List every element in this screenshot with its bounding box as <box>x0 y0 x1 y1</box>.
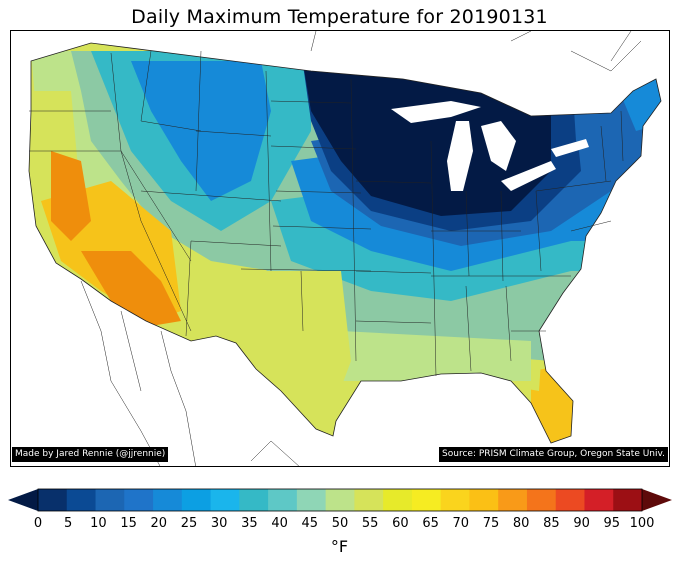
colorbar-units: °F <box>330 537 349 556</box>
colorbar <box>8 488 672 512</box>
colorbar-segment <box>95 489 125 511</box>
colorbar-tick-label: 70 <box>452 516 470 531</box>
colorbar-segment <box>325 489 355 511</box>
colorbar-segment <box>210 489 240 511</box>
colorbar-tick-label: 35 <box>241 516 258 531</box>
colorbar-segment <box>613 489 643 511</box>
colorbar-segment <box>411 489 442 511</box>
colorbar-tick-label: 10 <box>90 516 107 531</box>
colorbar-tick-label: 45 <box>301 516 319 531</box>
colorbar-tick-label: 65 <box>422 516 439 531</box>
colorbar-segment <box>181 489 212 511</box>
colorbar-tick-label: 80 <box>512 516 530 531</box>
colorbar-segment <box>124 489 154 511</box>
colorbar-tick-label: 55 <box>361 516 379 531</box>
colorbar-segment <box>526 489 557 511</box>
colorbar-tick-label: 30 <box>210 516 228 531</box>
colorbar-segment <box>66 489 97 511</box>
colorbar-tick-label: 100 <box>629 516 655 531</box>
colorbar-segment <box>354 489 384 511</box>
colorbar-segment <box>498 489 528 511</box>
colorbar-tick-label: 5 <box>64 516 73 531</box>
colorbar-segment <box>296 489 327 511</box>
colorbar-segment <box>555 489 585 511</box>
colorbar-tick-label: 85 <box>543 516 560 531</box>
colorbar-tick-label: 95 <box>603 516 621 531</box>
colorbar-tick-label: 50 <box>331 516 349 531</box>
colorbar-segment <box>440 489 470 511</box>
chart-title: Daily Maximum Temperature for 20190131 <box>131 6 548 28</box>
map-canvas <box>28 31 662 466</box>
colorbar-over-arrow <box>642 489 672 511</box>
colorbar-segment <box>153 489 183 511</box>
colorbar-under-arrow <box>8 489 38 511</box>
colorbar-segment <box>469 489 499 511</box>
colorbar-segment <box>268 489 298 511</box>
neighbor-borders <box>80 31 642 466</box>
temperature-map: Made by Jared Rennie (@jjrennie) Source:… <box>10 30 670 467</box>
colorbar-tick-label: 60 <box>392 516 409 531</box>
colorbar-tick-label: 90 <box>573 516 590 531</box>
colorbar-tick-label: 20 <box>150 516 168 531</box>
author-credit: Made by Jared Rennie (@jjrennie) <box>12 447 169 462</box>
colorbar-tick-label: 15 <box>120 516 137 531</box>
colorbar-segment <box>239 489 269 511</box>
colorbar-segment <box>383 489 413 511</box>
colorbar-tick-label: 0 <box>33 516 43 531</box>
colorbar-tick-label: 75 <box>482 516 500 531</box>
state-borders <box>29 50 624 377</box>
colorbar-segment <box>584 489 614 511</box>
colorbar-segment <box>38 489 68 511</box>
colorbar-tick-label: 40 <box>271 516 288 531</box>
colorbar-tick-label: 25 <box>180 516 198 531</box>
temperature-field <box>29 43 661 443</box>
source-credit: Source: PRISM Climate Group, Oregon Stat… <box>439 447 668 462</box>
